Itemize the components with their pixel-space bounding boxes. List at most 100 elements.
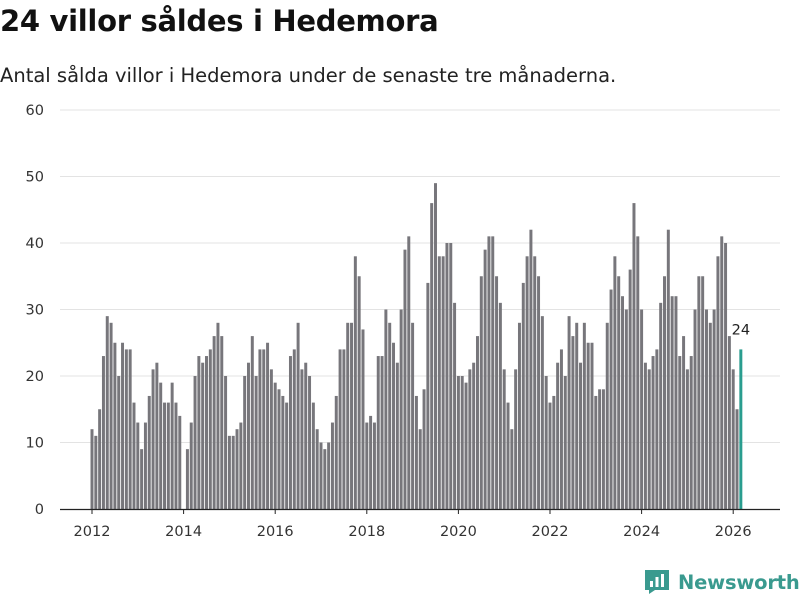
x-tick-label: 2026 [715, 524, 752, 540]
bar [285, 402, 289, 509]
bar [647, 369, 651, 509]
bar-latest [739, 349, 743, 509]
x-tick-label: 2022 [532, 524, 569, 540]
bar [361, 329, 365, 509]
bar [475, 336, 479, 509]
x-tick-label: 2018 [348, 524, 385, 540]
bar [392, 342, 396, 509]
y-tick-label: 60 [26, 103, 44, 119]
brand-name: Newsworthy [678, 570, 800, 594]
bar [128, 349, 132, 509]
latest-value-label: 24 [732, 322, 750, 338]
bar [239, 422, 243, 509]
bar [517, 322, 521, 509]
bar [288, 356, 292, 509]
bar [201, 362, 205, 509]
newsworthy-logo: Newsworthy [644, 569, 800, 595]
bar [430, 203, 434, 509]
bar [735, 409, 739, 509]
bar [426, 282, 430, 509]
bar [216, 322, 220, 509]
bar [456, 376, 460, 509]
bar [575, 322, 579, 509]
bar [231, 435, 235, 509]
bar [414, 395, 418, 509]
bar [292, 349, 296, 509]
bar [250, 336, 254, 509]
bar [235, 429, 239, 509]
bar [609, 289, 613, 509]
bar [621, 296, 625, 509]
bar [101, 356, 105, 509]
bar [731, 369, 735, 509]
bar [353, 256, 357, 509]
bar [197, 356, 201, 509]
bar [159, 382, 163, 509]
bar [521, 282, 525, 509]
bar [704, 309, 708, 509]
bar [403, 249, 407, 509]
bar [254, 376, 258, 509]
bar [689, 356, 693, 509]
bar [90, 429, 94, 509]
bar [514, 369, 518, 509]
bar [269, 369, 273, 509]
bar [636, 236, 640, 509]
bar [537, 276, 541, 509]
bar [220, 336, 224, 509]
bar [319, 442, 323, 509]
bar [632, 203, 636, 509]
x-tick-label: 2016 [257, 524, 294, 540]
bar [674, 296, 678, 509]
bar [105, 316, 109, 509]
bar [594, 395, 598, 509]
bar [640, 309, 644, 509]
bar [365, 422, 369, 509]
bar [98, 409, 102, 509]
bar [376, 356, 380, 509]
bar [697, 276, 701, 509]
bar [212, 336, 216, 509]
x-tick-label: 2020 [440, 524, 477, 540]
bar [143, 422, 147, 509]
bar [311, 402, 315, 509]
bar [395, 362, 399, 509]
bar [449, 243, 453, 509]
bar [506, 402, 510, 509]
x-axis: 2012 2014 2016 2018 2020 2022 2024 2026 [60, 508, 780, 540]
bar [338, 349, 342, 509]
bar [437, 256, 441, 509]
newsworthy-logo-icon [645, 570, 669, 594]
bar [720, 236, 724, 509]
y-tick-label: 20 [26, 369, 44, 385]
bar [559, 349, 563, 509]
bar [163, 402, 167, 509]
y-tick-label: 0 [35, 502, 44, 518]
bar [533, 256, 537, 509]
bar [273, 382, 277, 509]
bar [418, 429, 422, 509]
bar [281, 395, 285, 509]
bar [132, 402, 136, 509]
x-tick-label: 2012 [74, 524, 111, 540]
bar [628, 269, 632, 509]
bar [434, 183, 437, 509]
bar [140, 449, 144, 509]
bar [579, 362, 583, 509]
bar [170, 382, 174, 509]
bar [651, 356, 655, 509]
bar [617, 276, 621, 509]
bar [487, 236, 491, 509]
bar [724, 243, 728, 509]
bar [380, 356, 384, 509]
bar [479, 276, 483, 509]
bar [124, 349, 128, 509]
bar [369, 415, 373, 509]
bar [502, 369, 506, 509]
bar [300, 369, 304, 509]
bar [529, 229, 533, 509]
bar [712, 309, 716, 509]
bar [556, 362, 560, 509]
bar [464, 382, 468, 509]
